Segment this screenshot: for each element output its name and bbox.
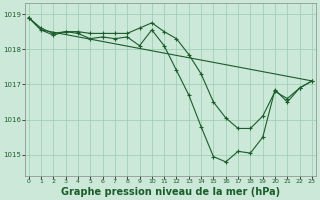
X-axis label: Graphe pression niveau de la mer (hPa): Graphe pression niveau de la mer (hPa) <box>61 187 280 197</box>
